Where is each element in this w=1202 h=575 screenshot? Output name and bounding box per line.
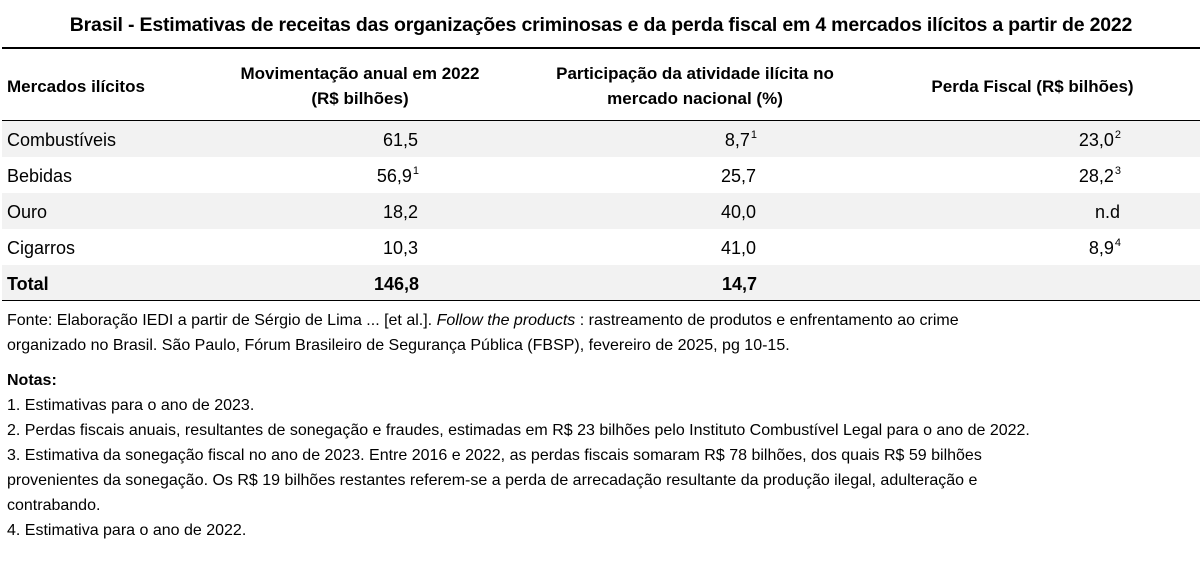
- source-book-title: Follow the products: [436, 312, 576, 329]
- note-3-line1: 3. Estimativa da sonegação fiscal no ano…: [7, 447, 982, 464]
- header-participacao: Participação da atividade ilícita no mer…: [520, 61, 870, 111]
- header-movimentacao-line1: Movimentação anual em 2022: [240, 64, 480, 83]
- row-perda: 8,94: [1088, 237, 1121, 258]
- row-movimentacao: 61,5: [382, 130, 418, 150]
- row-market: Cigarros: [7, 238, 76, 258]
- source-line2: organizado no Brasil. São Paulo, Fórum B…: [7, 337, 790, 354]
- row-perda: 23,02: [1078, 129, 1121, 150]
- row-movimentacao: 56,91: [376, 165, 419, 186]
- row-participacao: 41,0: [720, 238, 756, 258]
- header-mercados: Mercados ilícitos: [7, 77, 145, 96]
- bottom-rule: [2, 300, 1200, 301]
- table-row: Ouro 18,2 40,0 n.d: [2, 193, 1200, 229]
- table-title: Brasil - Estimativas de receitas das org…: [69, 14, 1133, 36]
- table-row: Combustíveis 61,5 8,71 23,02: [2, 121, 1200, 157]
- note-4: 4. Estimativa para o ano de 2022.: [7, 522, 247, 539]
- row-perda: n.d: [1094, 202, 1120, 222]
- notes: Notas: 1. Estimativas para o ano de 2023…: [7, 368, 1199, 543]
- row-participacao: 40,0: [720, 202, 756, 222]
- row-participacao: 8,71: [724, 129, 757, 150]
- footnote-mark: 3: [1114, 165, 1121, 177]
- note-3-line3: contrabando.: [7, 497, 101, 514]
- header-movimentacao-line2: (R$ bilhões): [311, 89, 409, 108]
- note-1: 1. Estimativas para o ano de 2023.: [7, 397, 255, 414]
- row-market: Ouro: [7, 202, 48, 222]
- total-label: Total: [7, 274, 49, 294]
- row-market: Bebidas: [7, 166, 73, 186]
- total-movimentacao: 146,8: [373, 274, 419, 294]
- footnote-mark: 4: [1114, 237, 1121, 249]
- total-row: Total 146,8 14,7: [2, 265, 1200, 301]
- footnote-mark: 1: [412, 165, 419, 177]
- row-market: Combustíveis: [7, 130, 117, 150]
- row-movimentacao: 10,3: [382, 238, 418, 258]
- header-participacao-line2: mercado nacional (%): [607, 89, 783, 108]
- row-perda: 28,23: [1078, 165, 1121, 186]
- notes-heading: Notas:: [7, 372, 57, 389]
- table-row: Cigarros 10,3 41,0 8,94: [2, 229, 1200, 265]
- header-rule: [2, 120, 1200, 121]
- table-row: Bebidas 56,91 25,7 28,23: [2, 157, 1200, 193]
- source-note: Fonte: Elaboração IEDI a partir de Sérgi…: [7, 308, 1199, 358]
- header-participacao-line1: Participação da atividade ilícita no: [556, 64, 834, 83]
- top-rule: [2, 47, 1200, 49]
- footnote-mark: 2: [1114, 129, 1121, 141]
- header-perda-fiscal: Perda Fiscal (R$ bilhões): [931, 77, 1134, 96]
- header-movimentacao: Movimentação anual em 2022 (R$ bilhões): [205, 61, 515, 111]
- source-line1: Fonte: Elaboração IEDI a partir de Sérgi…: [7, 312, 959, 329]
- total-participacao: 14,7: [721, 274, 757, 294]
- note-3-line2: provenientes da sonegação. Os R$ 19 bilh…: [7, 472, 978, 489]
- row-participacao: 25,7: [720, 166, 756, 186]
- note-2: 2. Perdas fiscais anuais, resultantes de…: [7, 422, 1030, 439]
- row-movimentacao: 18,2: [382, 202, 418, 222]
- footnote-mark: 1: [750, 129, 757, 141]
